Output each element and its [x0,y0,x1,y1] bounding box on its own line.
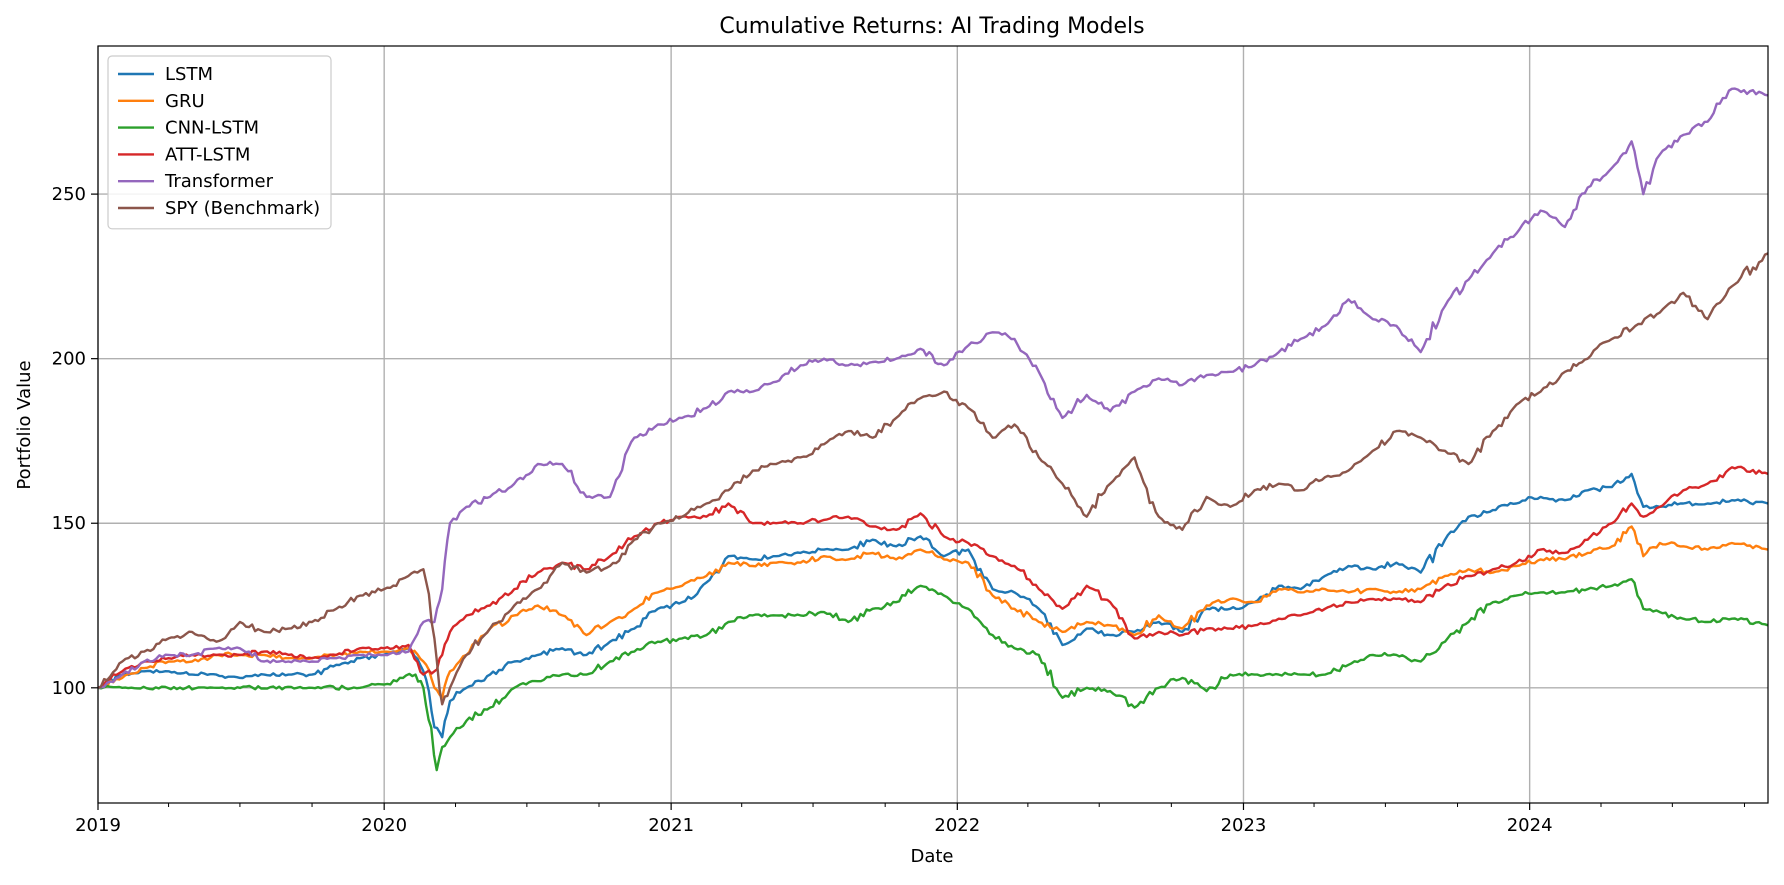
y-tick-label: 100 [52,678,86,699]
y-tick-label: 200 [52,349,86,370]
series-line-gru [98,525,1768,699]
x-tick-label: 2019 [75,815,121,836]
x-tick-label: 2024 [1507,815,1553,836]
plot-frame [97,45,1769,804]
axis-ticks: 100 150 200 250 2019 2020 2021 2022 2023 2024 [52,184,1745,836]
series-line-att-lstm [98,465,1768,689]
x-tick-label: 2023 [1221,815,1267,836]
series-line-spy-benchmark [98,252,1768,706]
series-lines [98,87,1768,772]
x-axis-label: Date [910,846,953,867]
y-axis-label: Portfolio Value [14,360,35,489]
legend-label: Transformer [164,171,274,192]
series-line-transformer [98,87,1768,689]
legend-label: SPY (Benchmark) [165,198,320,219]
x-tick-label: 2020 [361,815,407,836]
series-line-cnn-lstm [98,578,1768,772]
legend-label: ATT-LSTM [165,144,250,165]
legend-box [107,55,332,230]
legend-label: CNN-LSTM [165,118,259,139]
legend: LSTM GRU CNN-LSTM ATT-LSTM Transformer SPY (B… [107,55,332,230]
y-tick-label: 250 [52,184,86,205]
x-tick-label: 2022 [934,815,980,836]
legend-label: LSTM [165,64,213,85]
y-tick-label: 150 [52,513,86,534]
legend-label: GRU [165,91,205,112]
chart-title: Cumulative Returns: AI Trading Models [719,14,1144,39]
x-tick-label: 2021 [648,815,694,836]
